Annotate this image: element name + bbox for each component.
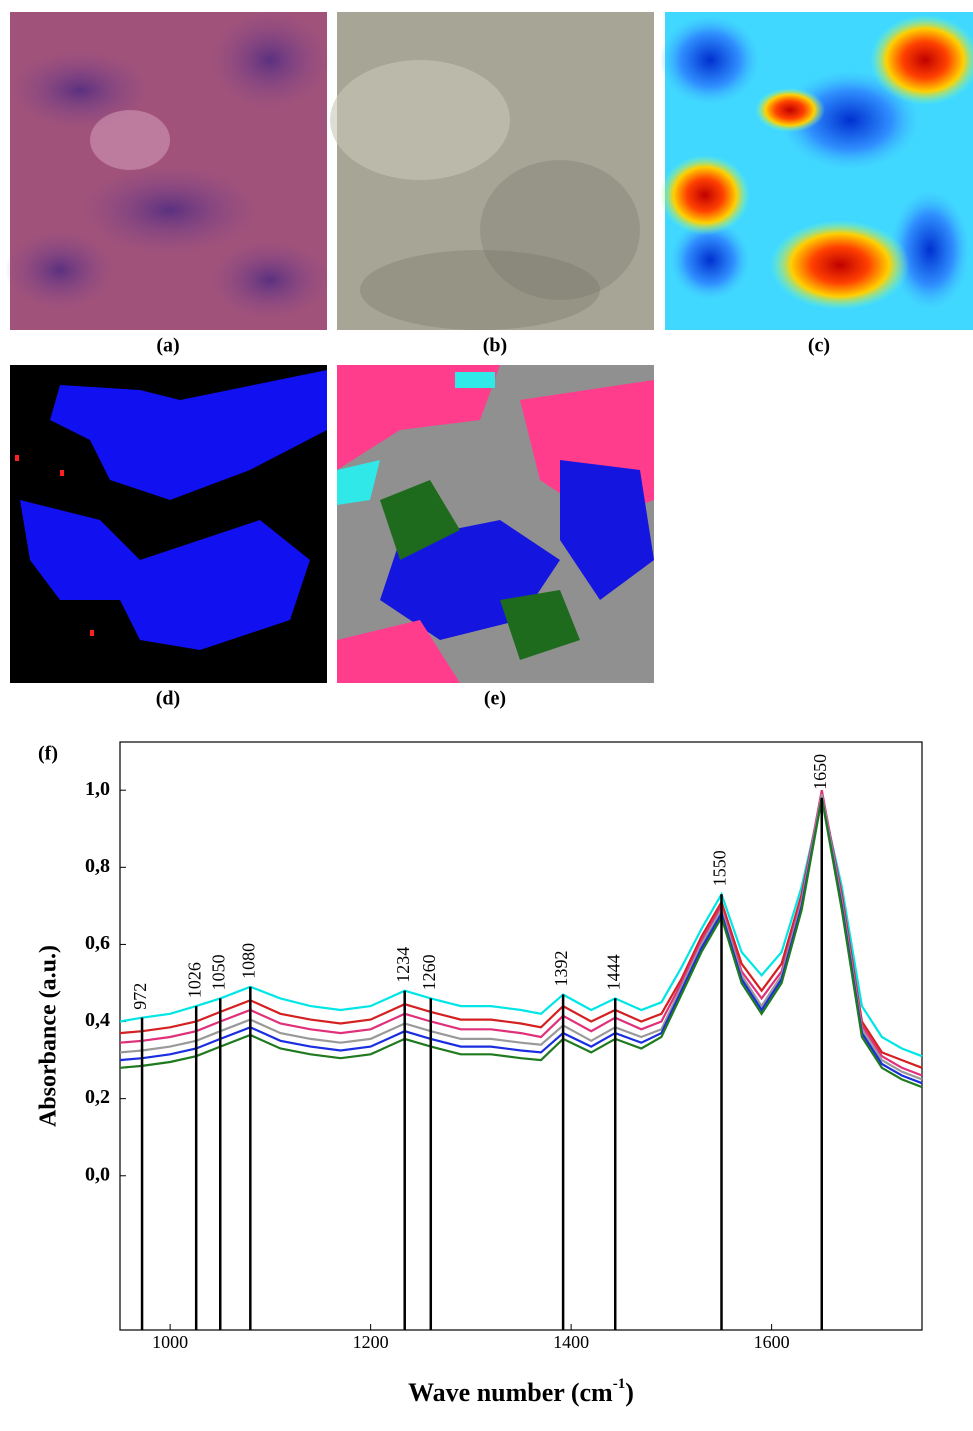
x-tick-label: 1600	[754, 1332, 790, 1352]
spectrum-line	[119, 797, 923, 1089]
y-tick-label: 1,0	[85, 778, 110, 800]
image-b	[330, 12, 654, 330]
y-axis-label: Absorbance (a.u.)	[36, 945, 62, 1127]
x-axis-label-sup: -1	[613, 1376, 626, 1392]
spectrum-line	[119, 797, 923, 1058]
peak-label: 972	[130, 983, 150, 1010]
panel-label: (d)	[156, 688, 180, 710]
y-tick-label: 0,2	[85, 1086, 110, 1108]
peak-label: 1650	[810, 754, 830, 790]
plot-frame	[119, 741, 923, 1331]
peak-label: 1234	[393, 947, 413, 983]
image-c	[660, 12, 973, 330]
peak-label: 1050	[208, 954, 228, 990]
x-axis-label: Wave number (cm-1)	[408, 1376, 634, 1407]
y-tick-label: 0,8	[85, 855, 110, 877]
peak-label: 1444	[603, 954, 623, 990]
peak-label: 1080	[238, 943, 258, 979]
image-d	[10, 365, 327, 683]
image-a	[5, 10, 330, 330]
y-tick-label: 0,6	[85, 932, 110, 954]
x-tick-label: 1200	[353, 1332, 389, 1352]
x-tick-label: 1000	[152, 1332, 188, 1352]
y-tick-label: 0,4	[85, 1009, 110, 1031]
y-tick-label: 0,0	[85, 1163, 110, 1185]
spectrum-line	[119, 793, 923, 1069]
peak-label: 1260	[419, 954, 439, 990]
image-e	[337, 365, 654, 683]
panel-label: (f)	[38, 743, 58, 765]
spectrum-line	[119, 797, 923, 1085]
panel-label: (e)	[484, 688, 506, 710]
x-axis-label-end: )	[625, 1378, 634, 1407]
panel-label: (c)	[808, 335, 830, 357]
panel-label: (a)	[156, 335, 179, 357]
peak-label: 1026	[184, 962, 204, 998]
x-tick-label: 1400	[553, 1332, 589, 1352]
x-axis-label-main: Wave number (cm	[408, 1378, 613, 1407]
spectrum-line	[119, 789, 923, 1077]
peak-label: 1392	[551, 951, 571, 987]
spectrum-line	[119, 793, 923, 1081]
panel-label: (b)	[483, 335, 507, 357]
peak-label: 1550	[710, 850, 730, 886]
